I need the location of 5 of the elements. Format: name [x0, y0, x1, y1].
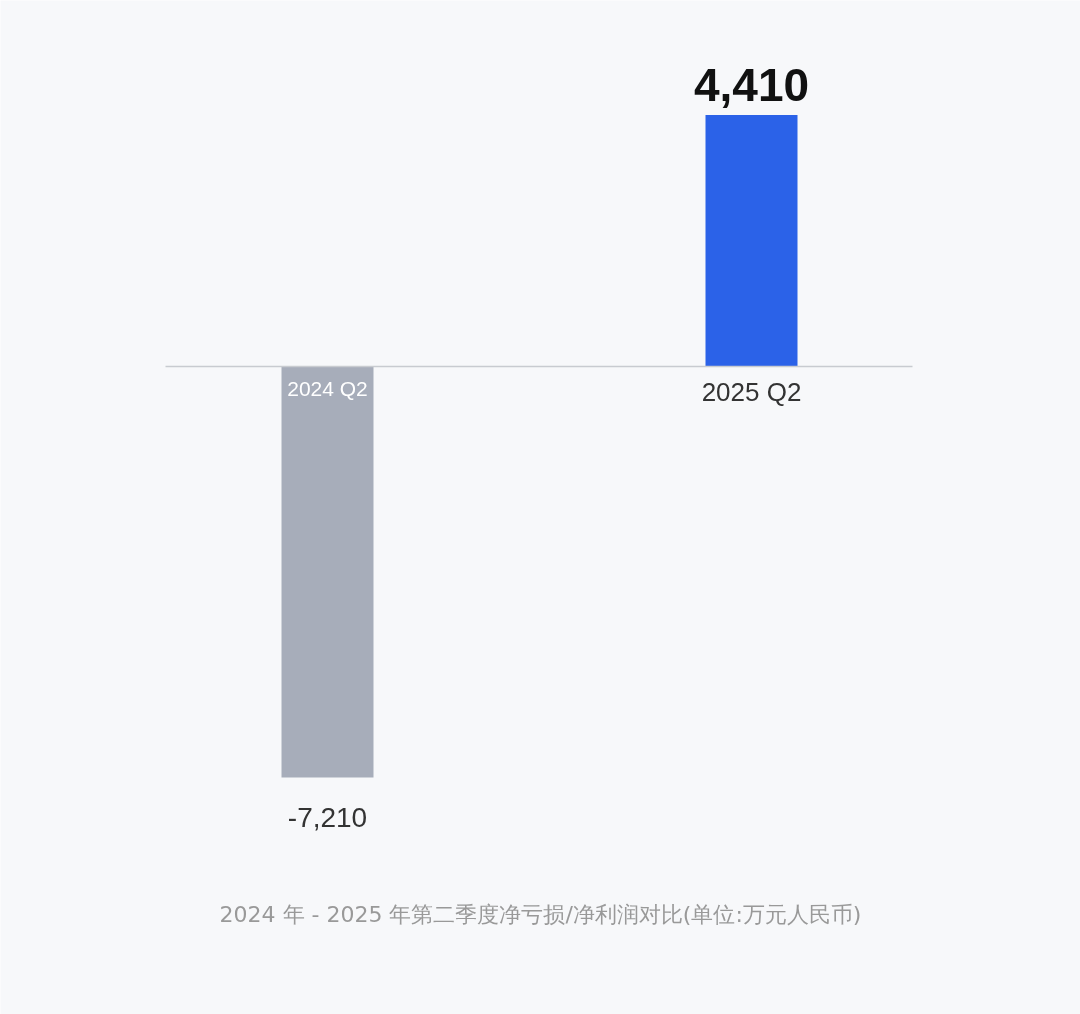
- text: 2024 年 - 2025 年第二季度净亏损/净利润对比(单位:万元人民币): [219, 902, 862, 927]
- x-tick-label: 2024 Q2: [287, 376, 368, 400]
- data-label: 4,410: [693, 59, 810, 112]
- x-tick-label: 2025 Q2: [701, 376, 802, 407]
- data-label: -7,210: [287, 801, 368, 833]
